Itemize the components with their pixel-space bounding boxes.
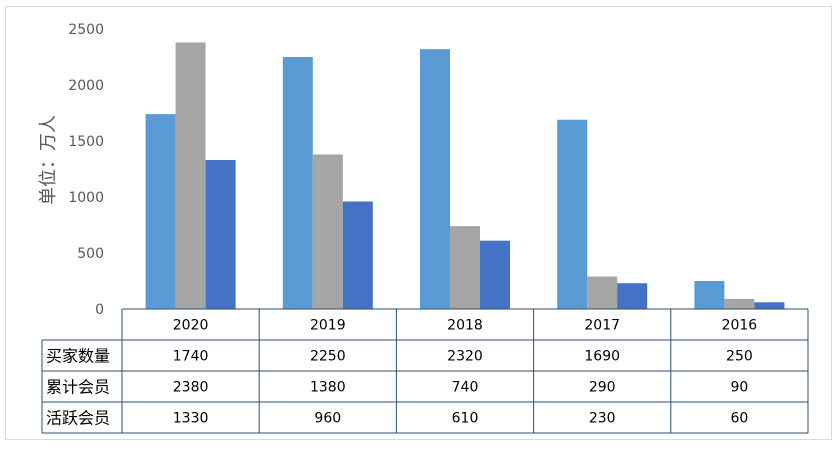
data-label: 250 [726,349,753,365]
y-tick-label: 1500 [68,134,104,150]
bar [694,281,725,309]
bar [145,114,176,310]
data-label: 230 [589,411,616,427]
bar [557,119,588,309]
data-label: 290 [589,380,616,396]
x-tick-label: 2020 [173,318,209,334]
y-tick-label: 0 [95,302,104,318]
y-axis: 0 500 1000 1500 2000 2500 [68,22,104,318]
data-label: 960 [314,411,341,427]
data-label: 60 [730,411,748,427]
y-tick-label: 1000 [68,190,104,206]
y-tick-label: 500 [77,246,104,262]
data-label: 1330 [173,411,209,427]
legend-entry: 买家数量 [46,347,110,366]
y-tick-label: 2500 [68,22,104,38]
bar [724,298,755,309]
bar [312,154,343,309]
bar [480,240,510,309]
data-label: 90 [730,380,748,396]
data-label: 2250 [310,349,346,365]
legend-entry: 活跃会员 [46,409,110,428]
y-tick-label: 2000 [68,78,104,94]
x-tick-label: 2017 [584,318,620,334]
x-tick-label: 2019 [310,318,346,334]
legend-entry: 累计会员 [46,378,110,397]
data-label: 1740 [173,349,209,365]
data-label: 1380 [310,380,346,396]
bar [282,57,313,309]
bar [587,276,618,309]
bars [122,42,808,310]
data-label: 740 [452,380,479,396]
data-label: 2320 [447,349,483,365]
bar [205,160,236,309]
data-label: 610 [452,411,479,427]
bar [754,302,785,309]
x-tick-label: 2018 [447,318,483,334]
bar [420,49,450,309]
bar [617,283,648,309]
bar [175,42,206,309]
x-tick-label: 2016 [722,318,758,334]
chart-frame: 0 500 1000 1500 2000 2500 单位：万人 2020 2019 2018 2… [5,6,832,440]
y-axis-label: 单位：万人 [38,115,59,205]
data-label: 2380 [173,380,209,396]
bar [342,201,373,309]
bar [450,226,480,309]
data-label: 1690 [584,349,620,365]
data-table: 2020 2019 2018 2017 2016 买家数量 1740 2250 2320 1690… [41,308,809,434]
